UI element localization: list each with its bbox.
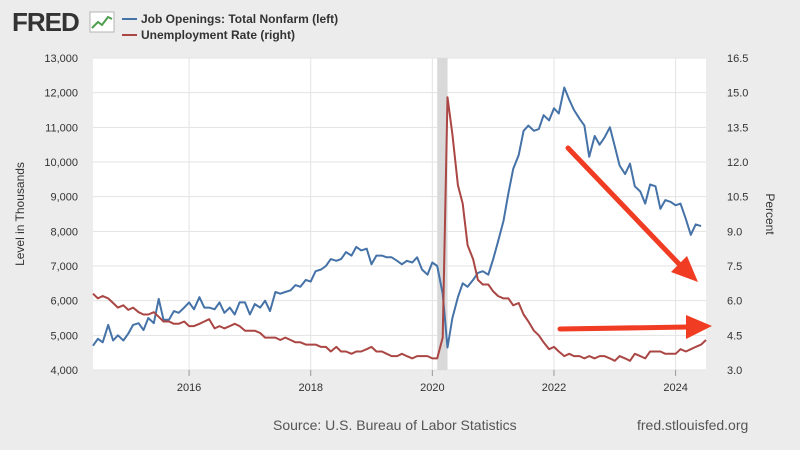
y-left-tick-label: 8,000 bbox=[50, 226, 78, 238]
y-left-tick-label: 11,000 bbox=[45, 122, 78, 134]
y-right-tick-label: 12.0 bbox=[727, 157, 748, 169]
y-left-tick-label: 4,000 bbox=[50, 365, 78, 377]
fred-logo[interactable]: FRED bbox=[12, 7, 115, 37]
series-layer bbox=[92, 86, 707, 362]
series-line-job-openings bbox=[92, 86, 702, 349]
x-tick-label: 2024 bbox=[663, 382, 687, 394]
y-left-tick-label: 13,000 bbox=[44, 53, 78, 65]
y-left-axis-title: Level in Thousands bbox=[13, 162, 27, 266]
y-right-tick-label: 16.5 bbox=[727, 53, 748, 65]
arrow-right-annotation bbox=[557, 315, 712, 339]
y-right-axis-title: Percent bbox=[763, 193, 777, 235]
y-right-tick-label: 10.5 bbox=[727, 192, 748, 204]
fred-logo-icon bbox=[89, 11, 115, 33]
annotation-arrows bbox=[557, 145, 712, 339]
legend: Job Openings: Total Nonfarm (left) Unemp… bbox=[122, 12, 338, 42]
y-left-tick-label: 6,000 bbox=[50, 296, 78, 308]
x-ticks: 2016 2018 2020 2022 2024 bbox=[177, 370, 688, 394]
x-tick-label: 2016 bbox=[177, 382, 201, 394]
y-right-tick-label: 6.0 bbox=[727, 296, 742, 308]
y-left-tick-label: 12,000 bbox=[44, 88, 78, 100]
y-left-tick-label: 5,000 bbox=[50, 330, 78, 342]
x-tick-label: 2022 bbox=[542, 382, 566, 394]
recession-band bbox=[437, 58, 448, 370]
series-line-unemployment bbox=[92, 96, 707, 362]
y-left-ticks: 4,000 5,000 6,000 7,000 8,000 9,000 10,000 11,0… bbox=[44, 53, 78, 377]
y-right-tick-label: 13.5 bbox=[727, 122, 748, 134]
y-right-tick-label: 4.5 bbox=[727, 330, 742, 342]
x-tick-label: 2020 bbox=[420, 382, 444, 394]
legend-label-job-openings: Job Openings: Total Nonfarm (left) bbox=[141, 12, 338, 26]
y-right-tick-label: 7.5 bbox=[727, 261, 742, 273]
y-left-tick-label: 7,000 bbox=[50, 261, 78, 273]
plot-area bbox=[93, 58, 706, 370]
footer-source: Source: U.S. Bureau of Labor Statistics bbox=[273, 417, 517, 433]
y-right-tick-label: 9.0 bbox=[727, 226, 742, 238]
y-left-tick-label: 10,000 bbox=[44, 157, 78, 169]
x-tick-label: 2018 bbox=[298, 382, 322, 394]
footer-url[interactable]: fred.stlouisfed.org bbox=[637, 417, 748, 433]
y-right-ticks: 3.0 4.5 6.0 7.5 9.0 10.5 12.0 13.5 15.0 16.5 bbox=[727, 53, 748, 377]
grid bbox=[93, 57, 706, 371]
y-right-tick-label: 15.0 bbox=[727, 88, 748, 100]
arrow-down-right-annotation bbox=[565, 145, 698, 282]
legend-label-unemployment: Unemployment Rate (right) bbox=[141, 28, 295, 42]
fred-logo-text: FRED bbox=[12, 7, 79, 37]
y-left-tick-label: 9,000 bbox=[50, 192, 78, 204]
y-right-tick-label: 3.0 bbox=[727, 365, 742, 377]
